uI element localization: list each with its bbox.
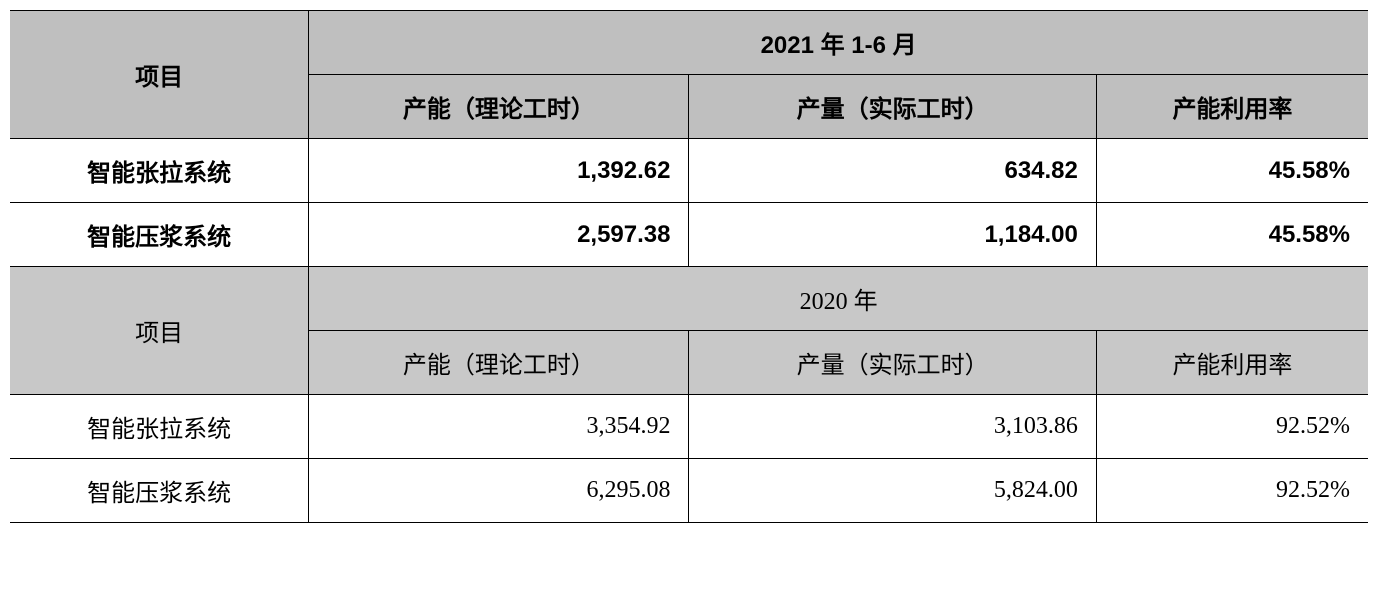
t1-r1-capacity: 1,392.62: [309, 139, 689, 203]
t2-header-row-1: 项目 2020 年: [10, 267, 1368, 331]
tables-wrapper: 项目 2021 年 1-6 月 产能（理论工时） 产量（实际工时） 产能利用率 …: [10, 10, 1368, 523]
t1-r2-util: 45.58%: [1096, 203, 1368, 267]
t1-r2-output: 1,184.00: [689, 203, 1096, 267]
t1-r1-name: 智能张拉系统: [10, 139, 309, 203]
t2-r1-util: 92.52%: [1096, 395, 1368, 459]
t1-header-row-1: 项目 2021 年 1-6 月: [10, 11, 1368, 75]
production-table: 项目 2021 年 1-6 月 产能（理论工时） 产量（实际工时） 产能利用率 …: [10, 10, 1368, 523]
t1-r1-output: 634.82: [689, 139, 1096, 203]
t1-data-row-1: 智能张拉系统 1,392.62 634.82 45.58%: [10, 139, 1368, 203]
t2-r2-name: 智能压浆系统: [10, 459, 309, 523]
t2-r2-output: 5,824.00: [689, 459, 1096, 523]
t2-col-capacity: 产能（理论工时）: [309, 331, 689, 395]
t1-r2-name: 智能压浆系统: [10, 203, 309, 267]
t2-r1-name: 智能张拉系统: [10, 395, 309, 459]
t1-col-util: 产能利用率: [1096, 75, 1368, 139]
t2-r2-util: 92.52%: [1096, 459, 1368, 523]
t2-project-header: 项目: [10, 267, 309, 395]
t2-r1-capacity: 3,354.92: [309, 395, 689, 459]
t2-col-util: 产能利用率: [1096, 331, 1368, 395]
t1-period-header: 2021 年 1-6 月: [309, 11, 1368, 75]
t2-r2-capacity: 6,295.08: [309, 459, 689, 523]
t2-data-row-2: 智能压浆系统 6,295.08 5,824.00 92.52%: [10, 459, 1368, 523]
t1-col-capacity: 产能（理论工时）: [309, 75, 689, 139]
t1-data-row-2: 智能压浆系统 2,597.38 1,184.00 45.58%: [10, 203, 1368, 267]
t2-r1-output: 3,103.86: [689, 395, 1096, 459]
t1-r2-capacity: 2,597.38: [309, 203, 689, 267]
t1-project-header: 项目: [10, 11, 309, 139]
t2-col-output: 产量（实际工时）: [689, 331, 1096, 395]
t1-col-output: 产量（实际工时）: [689, 75, 1096, 139]
t2-data-row-1: 智能张拉系统 3,354.92 3,103.86 92.52%: [10, 395, 1368, 459]
t2-period-header: 2020 年: [309, 267, 1368, 331]
t1-r1-util: 45.58%: [1096, 139, 1368, 203]
